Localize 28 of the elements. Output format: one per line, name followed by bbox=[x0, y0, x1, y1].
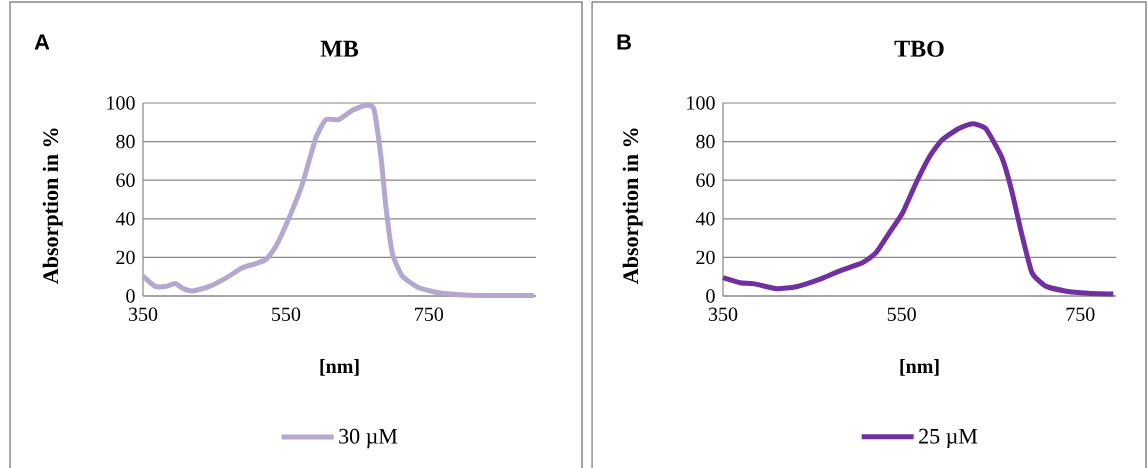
legend-label: 30 µM bbox=[339, 428, 398, 449]
text: B bbox=[617, 34, 631, 50]
y-tick-label: 60 bbox=[116, 173, 135, 187]
y-tick-label: 20 bbox=[696, 250, 715, 265]
chart-title: TBO bbox=[894, 40, 944, 57]
y-tick-label: 100 bbox=[687, 96, 715, 110]
chart-title: MB bbox=[320, 40, 359, 57]
x-tick-label: 350 bbox=[128, 307, 158, 322]
x-tick-label: 750 bbox=[1066, 307, 1095, 322]
text: A bbox=[34, 34, 50, 50]
x-axis-title: [nm] bbox=[320, 359, 359, 376]
y-tick-label: 40 bbox=[695, 212, 715, 226]
y-axis-title: Absorption in % bbox=[622, 128, 643, 284]
y-tick-label: 20 bbox=[116, 250, 135, 265]
y-axis-title: Absorption in % bbox=[42, 128, 63, 284]
x-tick-label: 550 bbox=[887, 307, 916, 322]
y-tick-label: 80 bbox=[116, 134, 135, 149]
x-tick-label: 750 bbox=[415, 307, 444, 322]
y-tick-label: 0 bbox=[706, 289, 715, 303]
x-tick-label: 350 bbox=[708, 307, 738, 322]
x-axis-title: [nm] bbox=[900, 359, 939, 376]
y-tick-label: 40 bbox=[115, 212, 135, 226]
y-tick-label: 100 bbox=[107, 96, 135, 110]
x-tick-label: 550 bbox=[272, 307, 301, 322]
y-tick-label: 60 bbox=[696, 173, 715, 187]
y-tick-label: 0 bbox=[126, 289, 135, 303]
y-tick-label: 80 bbox=[696, 134, 715, 149]
legend-label: 25 µM bbox=[919, 428, 978, 449]
